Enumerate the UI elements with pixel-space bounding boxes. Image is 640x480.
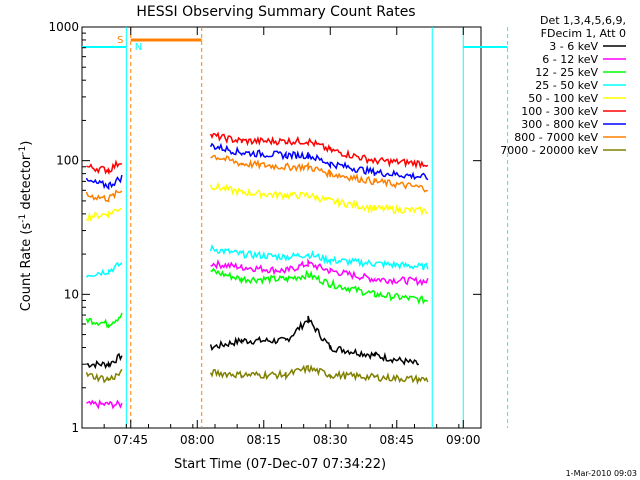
legend-entry: 3 - 6 keV (549, 40, 598, 53)
series-line (209, 131, 429, 170)
series-line (86, 399, 123, 410)
legend-entry: 800 - 7000 keV (514, 131, 598, 144)
night-flag-label: N (135, 42, 142, 53)
series-line (86, 207, 122, 223)
x-tick-label: 08:45 (379, 433, 414, 447)
axes: 07:45 08:00 08:15 08:30 08:45 09:00 1 10 100 1000 (48, 20, 482, 447)
y-tick-label: 100 (56, 154, 79, 168)
series-line (85, 174, 123, 191)
series-line (85, 368, 123, 384)
y-axis-label: Count Rate (s-1 detector-1) (18, 141, 34, 312)
y-tick-label: 10 (64, 287, 79, 301)
legend-entry: 100 - 300 keV (521, 105, 598, 118)
x-tick-label: 08:15 (246, 433, 281, 447)
series-line (209, 315, 420, 366)
series-line (209, 181, 429, 217)
time-markers: SN (82, 27, 509, 428)
series-line (86, 352, 123, 370)
series-line (85, 189, 123, 203)
series-line (209, 364, 429, 386)
series-line (85, 312, 123, 329)
legend-entry: 7000 - 20000 keV (500, 144, 598, 157)
plot-border (81, 26, 482, 429)
legend-entry: 50 - 100 keV (528, 92, 598, 105)
x-tick-label: 08:00 (180, 433, 215, 447)
y-tick-label: 1 (71, 421, 79, 435)
legend-entry: 12 - 25 keV (535, 66, 598, 79)
series-line (86, 159, 123, 176)
y-tick-label: 1000 (48, 20, 79, 34)
legend: Det 1,3,4,5,6,9,FDecim 1, Att 03 - 6 keV… (500, 14, 626, 157)
legend-header: FDecim 1, Att 0 (541, 27, 626, 40)
chart-title: HESSI Observing Summary Count Rates (136, 4, 415, 20)
plot-frame (81, 26, 482, 429)
legend-entry: 300 - 800 keV (521, 118, 598, 131)
x-tick-label: 07:45 (113, 433, 148, 447)
series-line (210, 257, 429, 287)
series-line (210, 155, 428, 193)
series-lines (85, 131, 429, 410)
legend-entry: 6 - 12 keV (542, 53, 598, 66)
series-line (210, 267, 429, 306)
x-tick-label: 09:00 (446, 433, 481, 447)
x-axis-label: Start Time (07-Dec-07 07:34:22) (174, 457, 386, 472)
x-tick-label: 08:30 (313, 433, 348, 447)
legend-header: Det 1,3,4,5,6,9, (540, 14, 626, 27)
saa-flag-label: S (117, 35, 123, 46)
series-line (85, 261, 123, 278)
series-line (209, 142, 429, 181)
legend-entry: 25 - 50 keV (535, 79, 598, 92)
footer-date: 1-Mar-2010 09:03 (566, 469, 637, 478)
series-line (209, 243, 429, 271)
